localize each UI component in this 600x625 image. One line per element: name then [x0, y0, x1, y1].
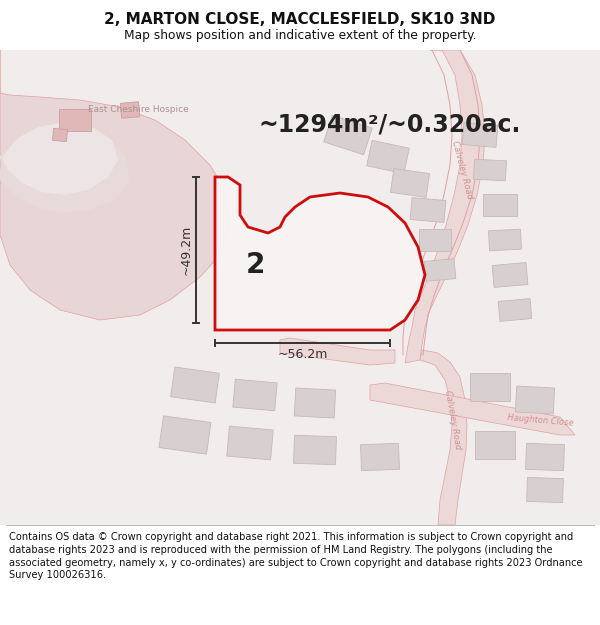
- Text: ~1294m²/~0.320ac.: ~1294m²/~0.320ac.: [259, 113, 521, 137]
- Polygon shape: [391, 169, 430, 198]
- Text: Haughton Close: Haughton Close: [506, 412, 574, 428]
- Polygon shape: [370, 383, 575, 435]
- Polygon shape: [0, 50, 600, 525]
- Polygon shape: [227, 426, 273, 460]
- Polygon shape: [470, 373, 510, 401]
- Polygon shape: [405, 50, 485, 363]
- Polygon shape: [419, 229, 451, 251]
- Polygon shape: [410, 198, 446, 222]
- Polygon shape: [473, 159, 506, 181]
- Text: Calveley Road: Calveley Road: [443, 389, 463, 451]
- Text: 2, MARTON CLOSE, MACCLESFIELD, SK10 3ND: 2, MARTON CLOSE, MACCLESFIELD, SK10 3ND: [104, 12, 496, 28]
- Polygon shape: [293, 435, 337, 465]
- Polygon shape: [294, 388, 336, 418]
- Text: East Cheshire Hospice: East Cheshire Hospice: [88, 106, 188, 114]
- Polygon shape: [526, 443, 565, 471]
- Polygon shape: [498, 299, 532, 321]
- Polygon shape: [361, 443, 400, 471]
- Polygon shape: [0, 122, 118, 195]
- Text: ~49.2m: ~49.2m: [179, 225, 193, 275]
- Polygon shape: [488, 229, 521, 251]
- Polygon shape: [462, 122, 498, 148]
- Polygon shape: [159, 416, 211, 454]
- Text: Calveley Road: Calveley Road: [450, 140, 474, 200]
- Polygon shape: [492, 262, 528, 288]
- Polygon shape: [233, 379, 277, 411]
- Polygon shape: [420, 350, 467, 525]
- Polygon shape: [170, 367, 220, 403]
- Polygon shape: [0, 125, 130, 213]
- Polygon shape: [280, 338, 395, 365]
- Text: Map shows position and indicative extent of the property.: Map shows position and indicative extent…: [124, 29, 476, 42]
- Text: ~56.2m: ~56.2m: [277, 349, 328, 361]
- Polygon shape: [475, 431, 515, 459]
- Polygon shape: [324, 115, 372, 155]
- Text: 2: 2: [245, 251, 265, 279]
- Polygon shape: [424, 259, 456, 281]
- Polygon shape: [59, 109, 91, 131]
- Polygon shape: [367, 141, 409, 174]
- Polygon shape: [215, 177, 425, 330]
- Polygon shape: [527, 478, 563, 502]
- Text: Contains OS data © Crown copyright and database right 2021. This information is : Contains OS data © Crown copyright and d…: [9, 532, 583, 581]
- Polygon shape: [53, 128, 67, 142]
- Polygon shape: [0, 50, 230, 320]
- Polygon shape: [121, 102, 140, 118]
- Polygon shape: [515, 386, 554, 414]
- Polygon shape: [483, 194, 517, 216]
